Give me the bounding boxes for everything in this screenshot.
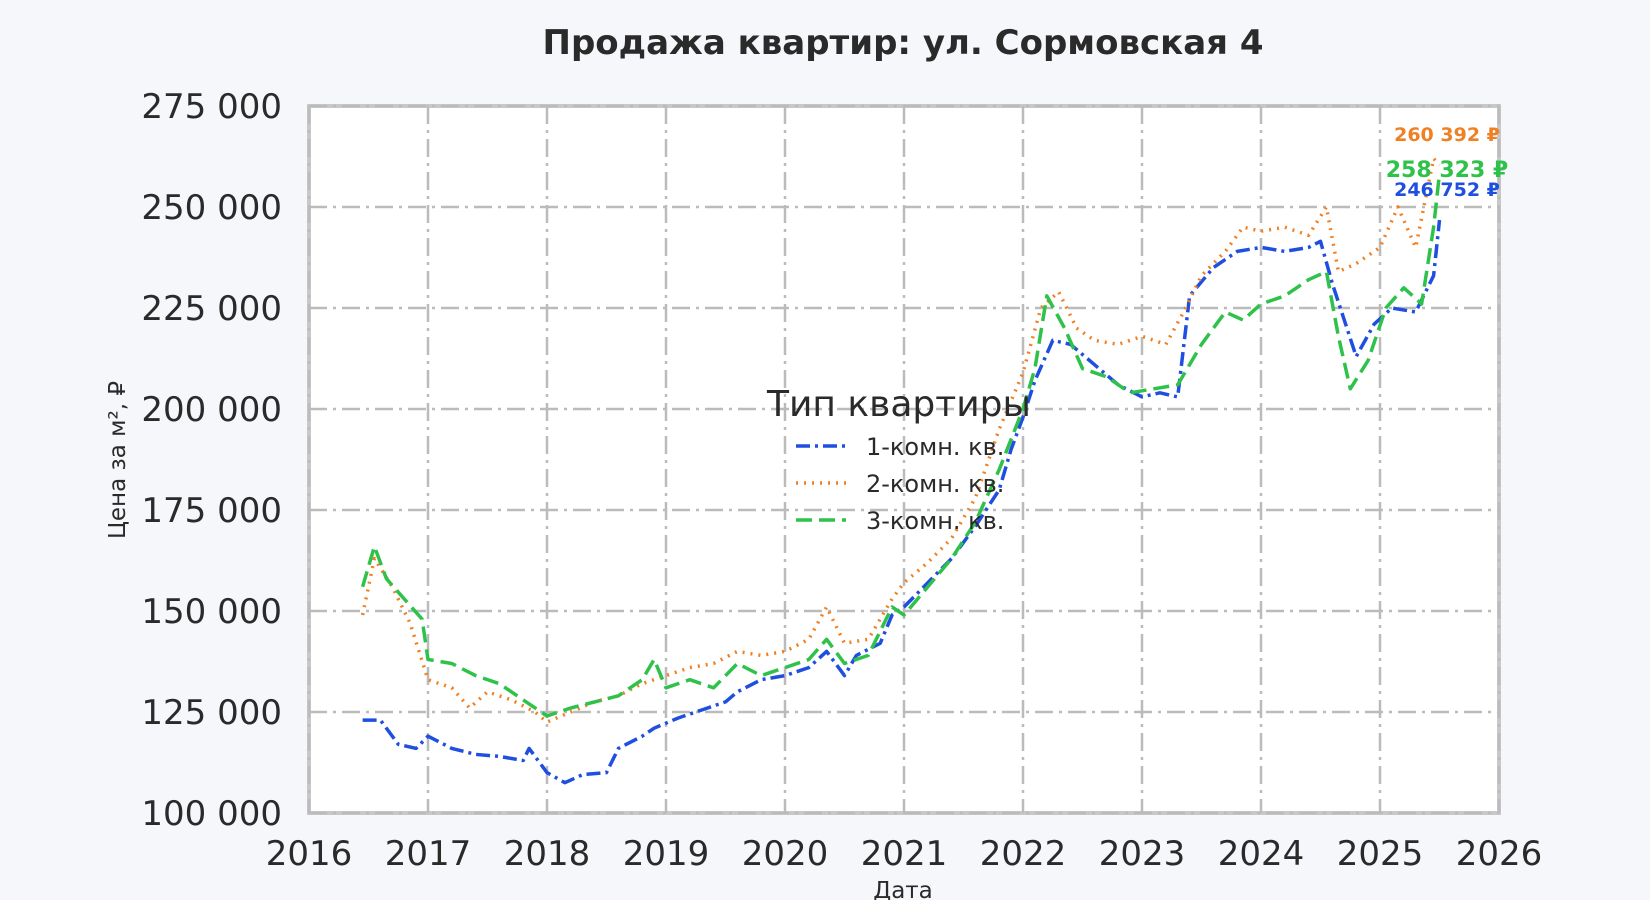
series-lines — [360, 156, 1442, 785]
x-tick-label: 2025 — [1337, 834, 1424, 874]
legend-label-1: 1-комн. кв. — [866, 433, 1004, 461]
end-value-label-2: 260 392 ₽ — [1394, 124, 1500, 146]
y-tick-label: 175 000 — [141, 491, 282, 531]
x-tick-label: 2020 — [742, 834, 829, 874]
y-axis-label: Цена за м², ₽ — [105, 381, 131, 539]
plot-area — [307, 104, 1501, 815]
x-tick-label: 2018 — [504, 834, 591, 874]
x-tick-label: 2023 — [1099, 834, 1186, 874]
x-tick-label: 2016 — [266, 834, 353, 874]
legend: Тип квартиры 1-комн. кв. 2-комн. кв. 3-ком… — [766, 384, 1031, 535]
end-value-labels: 246 752 ₽ 260 392 ₽ 258 323 ₽ — [1386, 124, 1508, 201]
y-tick-label: 225 000 — [141, 289, 282, 329]
legend-title: Тип квартиры — [766, 384, 1031, 425]
end-value-label-3: 258 323 ₽ — [1386, 158, 1508, 183]
y-tick-label: 125 000 — [141, 693, 282, 733]
series-line-3 — [360, 173, 1442, 718]
y-tick-label: 150 000 — [141, 592, 282, 632]
x-tick-label: 2026 — [1456, 834, 1543, 874]
chart-title: Продажа квартир: ул. Сормовская 4 — [543, 23, 1264, 63]
legend-label-2: 2-комн. кв. — [866, 470, 1004, 498]
y-tick-label: 275 000 — [141, 87, 282, 127]
y-tick-label: 200 000 — [141, 390, 282, 430]
x-axis-label: Дата — [873, 878, 933, 900]
y-tick-label: 250 000 — [141, 188, 282, 228]
y-tick-label: 100 000 — [141, 794, 282, 834]
end-value-label-1: 246 752 ₽ — [1394, 179, 1500, 201]
legend-label-3: 3-комн. кв. — [866, 507, 1004, 535]
x-tick-label: 2024 — [1218, 834, 1305, 874]
x-tick-label: 2019 — [623, 834, 710, 874]
x-tick-label: 2021 — [861, 834, 948, 874]
x-tick-label: 2017 — [385, 834, 472, 874]
x-tick-label: 2022 — [980, 834, 1067, 874]
grid-lines — [307, 104, 1501, 815]
tick-labels: 2016 2017 2018 2019 2020 2021 2022 2023 2024 2025… — [141, 87, 1542, 874]
